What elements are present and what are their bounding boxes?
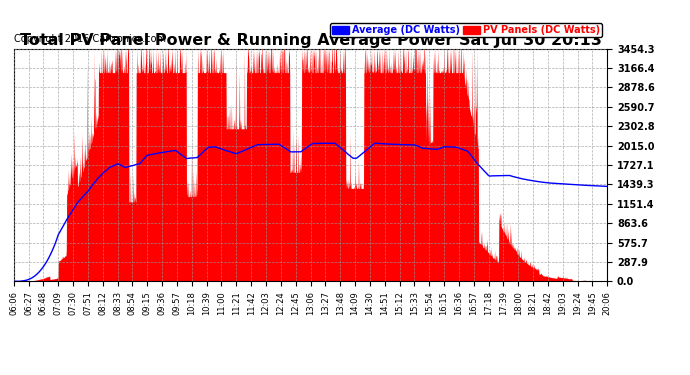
Legend: Average (DC Watts), PV Panels (DC Watts): Average (DC Watts), PV Panels (DC Watts)	[330, 23, 602, 37]
Title: Total PV Panel Power & Running Average Power Sat Jul 30 20:13: Total PV Panel Power & Running Average P…	[19, 33, 602, 48]
Text: Copyright 2016 Cartronics.com: Copyright 2016 Cartronics.com	[14, 34, 166, 44]
